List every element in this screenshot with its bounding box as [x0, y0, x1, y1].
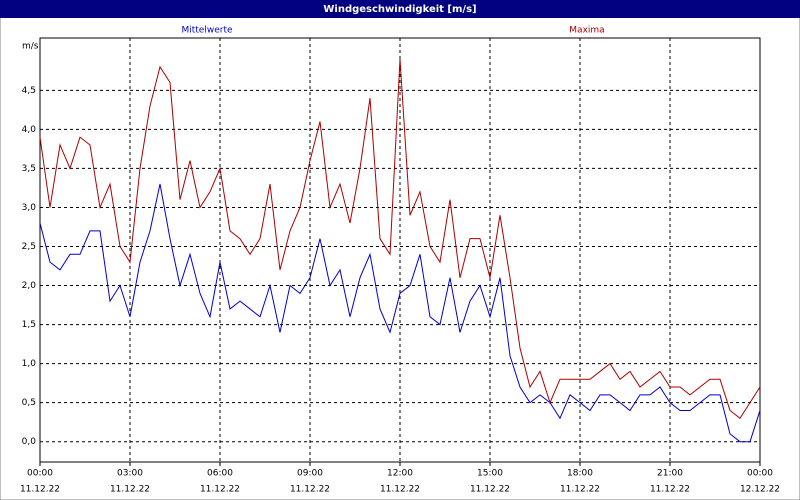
y-tick-label: 2,0 [22, 281, 37, 291]
y-tick-label: 2,5 [22, 242, 36, 252]
x-tick-label: 21:00 [657, 469, 683, 479]
y-tick-label: 4,0 [22, 125, 37, 135]
x-tick-date: 11.12.22 [560, 485, 600, 495]
x-tick-label: 06:00 [207, 469, 233, 479]
y-axis-label: m/s [22, 42, 39, 52]
y-tick-label: 3,0 [22, 203, 37, 213]
x-tick-date: 11.12.22 [20, 485, 60, 495]
y-tick-label: 1,0 [22, 359, 37, 369]
legend-entry: Mittelwerte [181, 26, 232, 36]
series-line [39, 59, 761, 420]
x-tick-date: 11.12.22 [290, 485, 330, 495]
y-tick-label: 4,5 [22, 86, 36, 96]
legend-entry: Maxima [569, 26, 604, 36]
x-tick-label: 03:00 [117, 469, 143, 479]
x-tick-label: 15:00 [477, 469, 503, 479]
x-tick-date: 11.12.22 [470, 485, 510, 495]
x-tick-label: 00:00 [747, 469, 773, 479]
title-bar [0, 0, 800, 18]
y-tick-label: 1,5 [22, 320, 36, 330]
x-tick-label: 18:00 [567, 469, 593, 479]
x-tick-date: 11.12.22 [200, 485, 240, 495]
x-tick-date: 11.12.22 [650, 485, 690, 495]
x-tick-date: 11.12.22 [110, 485, 150, 495]
y-tick-label: 0,5 [22, 398, 36, 408]
x-tick-date: 11.12.22 [380, 485, 420, 495]
y-tick-label: 3,5 [22, 164, 36, 174]
x-tick-label: 09:00 [297, 469, 323, 479]
y-tick-label: 0,0 [22, 437, 37, 447]
series-line [39, 183, 761, 443]
x-tick-date: 12.12.22 [740, 485, 780, 495]
x-tick-label: 12:00 [387, 469, 413, 479]
chart-title: Windgeschwindigkeit [m/s] [323, 4, 476, 15]
x-tick-label: 00:00 [27, 469, 53, 479]
